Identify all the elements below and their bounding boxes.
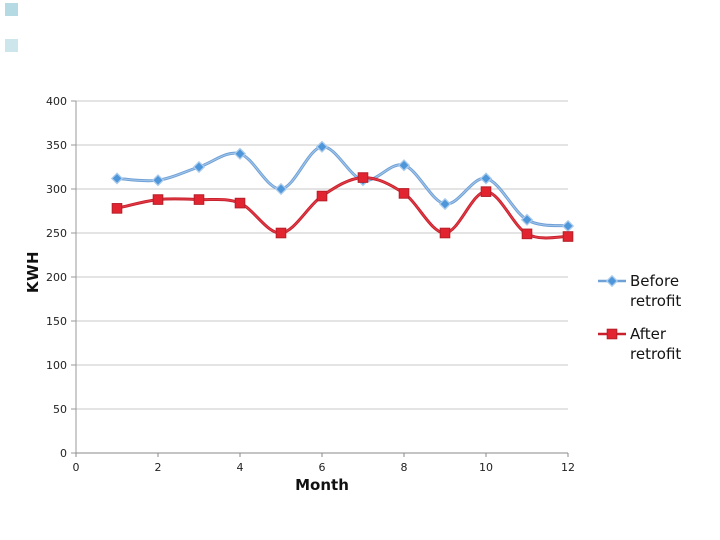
y-tick-label: 0 [60,447,67,460]
marker-square-after-retrofit [521,228,533,240]
x-tick-label: 10 [479,461,493,474]
x-tick-label: 8 [401,461,408,474]
marker-square-after-retrofit [111,203,123,214]
x-tick-label: 0 [73,461,80,474]
marker-diamond-before-retrofit [274,182,288,196]
marker-square-after-retrofit [234,197,246,209]
marker-square-after-retrofit [398,188,410,199]
marker-square-after-retrofit [357,172,369,183]
y-tick-label: 150 [46,315,67,328]
x-tick-label: 4 [237,461,244,474]
marker-square-after-retrofit [275,227,287,239]
x-tick-label: 2 [155,461,162,474]
marker-diamond-before-retrofit [192,160,206,174]
marker-diamond-before-retrofit [151,174,165,187]
legend-label-after-retrofit: After retrofit [630,325,682,363]
series-line-before-retrofit [115,145,570,228]
marker-square-after-retrofit [316,190,328,202]
series-line-after-retrofit [115,176,570,240]
marker-square-after-retrofit [193,194,205,205]
corner-mark-top [5,3,18,16]
marker-square-after-retrofit [152,194,164,205]
y-axis-title: KWH [24,250,42,294]
legend-label-before-retrofit: Before retrofit [630,272,682,310]
marker-square-after-retrofit [439,227,451,239]
x-tick-label: 6 [319,461,326,474]
y-tick-label: 250 [46,227,67,240]
y-tick-label: 200 [46,271,67,284]
marker-diamond-before-retrofit [315,140,329,153]
legend-marker-after-retrofit [606,328,618,340]
corner-mark-bottom [5,39,18,52]
marker-diamond-before-retrofit [561,219,575,233]
marker-diamond-before-retrofit [397,159,411,172]
marker-diamond-before-retrofit [233,147,247,160]
x-tick-label: 12 [561,461,575,474]
marker-diamond-before-retrofit [110,172,124,185]
marker-diamond-before-retrofit [438,197,452,211]
marker-square-after-retrofit [562,231,574,242]
y-tick-label: 50 [53,403,67,416]
y-tick-label: 400 [46,95,67,108]
legend-marker-before-retrofit [605,274,619,288]
series-line-highlight-before-retrofit [116,146,569,227]
series-line-highlight-after-retrofit [116,177,569,239]
marker-square-after-retrofit [480,186,492,197]
marker-diamond-before-retrofit [520,213,534,226]
marker-diamond-before-retrofit [479,172,493,185]
y-tick-label: 300 [46,183,67,196]
y-tick-label: 100 [46,359,67,372]
y-tick-label: 350 [46,139,67,152]
x-axis-title: Month [295,476,349,494]
